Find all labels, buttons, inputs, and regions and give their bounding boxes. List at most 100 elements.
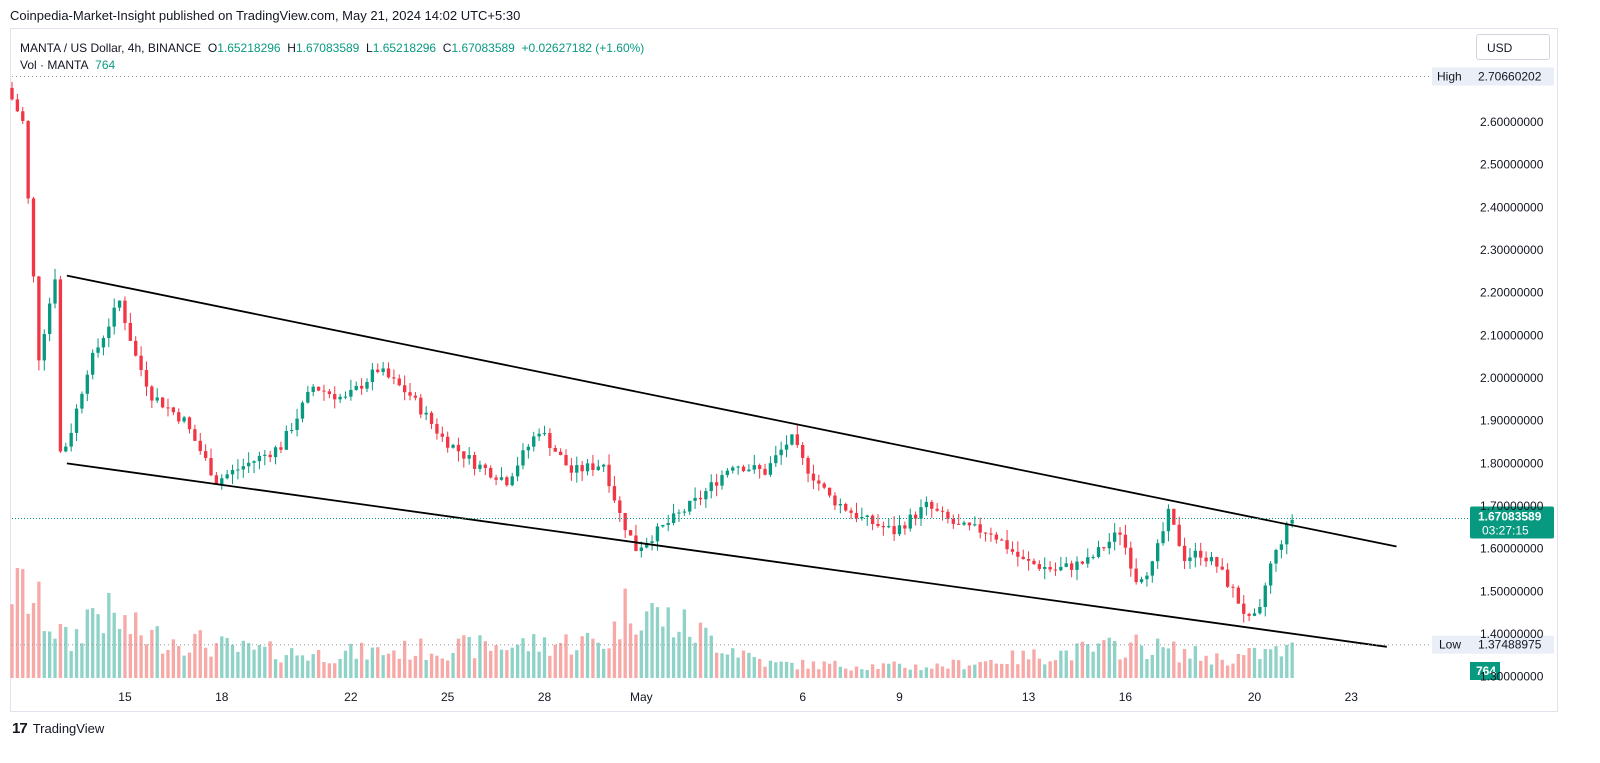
candle-body xyxy=(306,391,310,403)
volume-bar xyxy=(930,668,934,678)
candle-body xyxy=(10,87,14,100)
candle-body xyxy=(1263,585,1267,608)
candle-body xyxy=(548,433,552,448)
volume-bar xyxy=(962,669,966,678)
volume-bar xyxy=(736,657,740,678)
volume-bar xyxy=(58,623,63,678)
volume-bar xyxy=(973,664,977,678)
candle-body xyxy=(575,465,579,473)
volume-bar xyxy=(429,653,434,678)
candle-body xyxy=(714,482,719,486)
candle-body xyxy=(806,457,810,474)
y-tick-label: 1.80000000 xyxy=(1480,456,1544,470)
volume-last-value: 764 xyxy=(1476,664,1496,678)
volume-bar xyxy=(1268,649,1273,678)
candle-body xyxy=(424,412,428,415)
candle-body xyxy=(601,464,606,467)
volume-bar xyxy=(134,612,138,678)
candle-body xyxy=(655,526,660,542)
volume-bar xyxy=(978,661,982,678)
candle-body xyxy=(1118,532,1122,535)
volume-bar xyxy=(601,648,606,678)
candle-body xyxy=(736,466,740,468)
x-tick-label: 13 xyxy=(1022,690,1036,704)
candle-body xyxy=(134,340,138,356)
candle-body xyxy=(881,526,886,528)
candle-body xyxy=(397,378,401,386)
volume-bar xyxy=(252,649,256,678)
open-label: O xyxy=(207,41,218,55)
volume-bar xyxy=(177,645,181,678)
volume-bar xyxy=(494,645,498,678)
candle-body xyxy=(591,463,595,470)
volume-bar xyxy=(1037,658,1042,678)
candle-body xyxy=(989,533,993,535)
volume-bar xyxy=(311,654,315,678)
volume-bar xyxy=(435,655,439,678)
candle-body xyxy=(440,433,444,437)
candle-body xyxy=(1274,549,1278,564)
candle-body xyxy=(139,355,143,370)
candle-body xyxy=(983,532,988,534)
volume-bar xyxy=(47,631,52,678)
candle-body xyxy=(698,497,703,500)
candle-body xyxy=(1086,557,1090,564)
volume-bar xyxy=(908,669,912,678)
candle-body xyxy=(639,547,643,552)
candle-body xyxy=(1193,550,1198,558)
candle-body xyxy=(790,434,794,445)
candle-body xyxy=(85,374,89,394)
volume-bar xyxy=(946,668,950,678)
volume-bar xyxy=(220,636,224,678)
volume-bar xyxy=(677,631,681,678)
volume-bar xyxy=(725,654,730,678)
candle-body xyxy=(1231,586,1235,588)
x-tick-label: 25 xyxy=(441,690,455,704)
volume-row: Vol · MANTA 764 xyxy=(20,57,644,74)
volume-bar xyxy=(467,636,471,678)
candle-body xyxy=(112,307,116,327)
volume-bar xyxy=(381,655,385,678)
x-tick-label: 16 xyxy=(1119,690,1133,704)
candle-body xyxy=(935,508,939,511)
candle-body xyxy=(1064,563,1068,567)
trendline-upper[interactable] xyxy=(66,274,1397,548)
candle-body xyxy=(171,407,176,413)
candle-body xyxy=(494,477,498,480)
candle-body xyxy=(1134,568,1138,583)
candle-body xyxy=(177,412,181,422)
candle-body xyxy=(1129,547,1133,569)
candle-body xyxy=(967,522,972,526)
candle-body xyxy=(580,465,584,472)
candle-body xyxy=(252,461,256,463)
high-label: H xyxy=(287,41,296,55)
candle-body xyxy=(752,465,756,470)
candle-body xyxy=(1225,569,1230,587)
footer-brand[interactable]: 17 TradingView xyxy=(12,720,104,737)
volume-bar xyxy=(107,592,111,678)
trendline-lower[interactable] xyxy=(66,462,1387,648)
symbol-title[interactable]: MANTA / US Dollar, 4h, BINANCE xyxy=(20,41,202,55)
y-tick-label: 2.40000000 xyxy=(1480,200,1544,214)
candle-body xyxy=(558,451,563,456)
volume-bar xyxy=(1263,648,1267,678)
volume-bar xyxy=(187,652,192,678)
candle-body xyxy=(666,523,670,525)
volume-label[interactable]: Vol · MANTA xyxy=(20,58,89,72)
volume-bar xyxy=(752,657,756,678)
candle-body xyxy=(64,446,68,452)
candle-body xyxy=(1080,561,1085,564)
volume-bar xyxy=(790,662,794,678)
volume-bar xyxy=(478,635,482,678)
volume-bar xyxy=(591,638,595,678)
volume-bar xyxy=(564,634,568,678)
volume-bar xyxy=(1220,659,1224,678)
candle-body xyxy=(854,512,859,519)
candle-body xyxy=(429,412,434,424)
volume-bar xyxy=(123,615,127,678)
volume-bar xyxy=(623,588,627,678)
currency-button[interactable]: USD xyxy=(1476,34,1550,60)
candle-body xyxy=(688,500,692,512)
volume-bar xyxy=(612,621,617,678)
